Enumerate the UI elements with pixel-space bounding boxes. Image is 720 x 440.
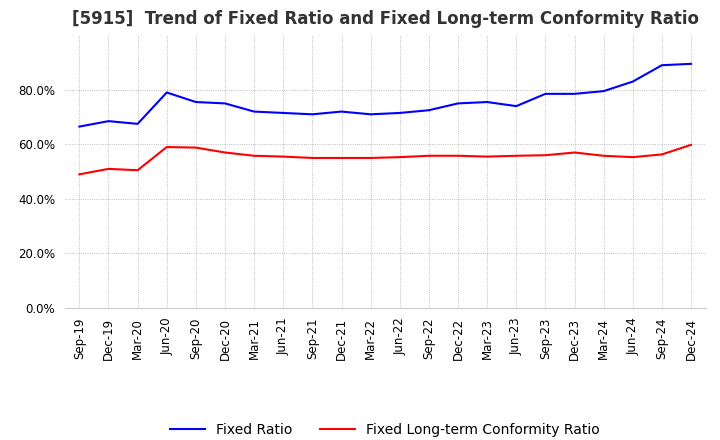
Legend: Fixed Ratio, Fixed Long-term Conformity Ratio: Fixed Ratio, Fixed Long-term Conformity … <box>165 418 606 440</box>
Fixed Long-term Conformity Ratio <box>279 154 287 159</box>
Fixed Long-term Conformity Ratio <box>75 172 84 177</box>
Fixed Ratio <box>220 101 229 106</box>
Fixed Long-term Conformity Ratio <box>104 166 113 172</box>
Fixed Long-term Conformity Ratio <box>133 168 142 173</box>
Fixed Long-term Conformity Ratio <box>541 153 550 158</box>
Fixed Ratio <box>133 121 142 126</box>
Fixed Long-term Conformity Ratio <box>657 152 666 157</box>
Fixed Ratio <box>75 124 84 129</box>
Fixed Long-term Conformity Ratio <box>483 154 492 159</box>
Fixed Ratio <box>541 91 550 96</box>
Fixed Long-term Conformity Ratio <box>395 154 404 160</box>
Line: Fixed Long-term Conformity Ratio: Fixed Long-term Conformity Ratio <box>79 145 691 174</box>
Fixed Long-term Conformity Ratio <box>454 153 462 158</box>
Fixed Ratio <box>687 61 696 66</box>
Fixed Long-term Conformity Ratio <box>366 155 375 161</box>
Fixed Ratio <box>104 118 113 124</box>
Fixed Ratio <box>512 103 521 109</box>
Fixed Ratio <box>192 99 200 105</box>
Fixed Ratio <box>570 91 579 96</box>
Fixed Ratio <box>395 110 404 116</box>
Fixed Long-term Conformity Ratio <box>599 153 608 158</box>
Fixed Long-term Conformity Ratio <box>220 150 229 155</box>
Fixed Long-term Conformity Ratio <box>512 153 521 158</box>
Fixed Ratio <box>599 88 608 94</box>
Fixed Ratio <box>454 101 462 106</box>
Fixed Ratio <box>337 109 346 114</box>
Fixed Ratio <box>425 107 433 113</box>
Title: [5915]  Trend of Fixed Ratio and Fixed Long-term Conformity Ratio: [5915] Trend of Fixed Ratio and Fixed Lo… <box>72 10 698 28</box>
Fixed Ratio <box>366 112 375 117</box>
Fixed Long-term Conformity Ratio <box>629 154 637 160</box>
Fixed Long-term Conformity Ratio <box>163 144 171 150</box>
Fixed Long-term Conformity Ratio <box>192 145 200 150</box>
Fixed Long-term Conformity Ratio <box>570 150 579 155</box>
Fixed Ratio <box>163 90 171 95</box>
Fixed Ratio <box>629 79 637 84</box>
Line: Fixed Ratio: Fixed Ratio <box>79 64 691 127</box>
Fixed Long-term Conformity Ratio <box>425 153 433 158</box>
Fixed Ratio <box>483 99 492 105</box>
Fixed Long-term Conformity Ratio <box>337 155 346 161</box>
Fixed Ratio <box>279 110 287 116</box>
Fixed Ratio <box>308 112 317 117</box>
Fixed Long-term Conformity Ratio <box>687 142 696 147</box>
Fixed Long-term Conformity Ratio <box>250 153 258 158</box>
Fixed Ratio <box>657 62 666 68</box>
Fixed Ratio <box>250 109 258 114</box>
Fixed Long-term Conformity Ratio <box>308 155 317 161</box>
